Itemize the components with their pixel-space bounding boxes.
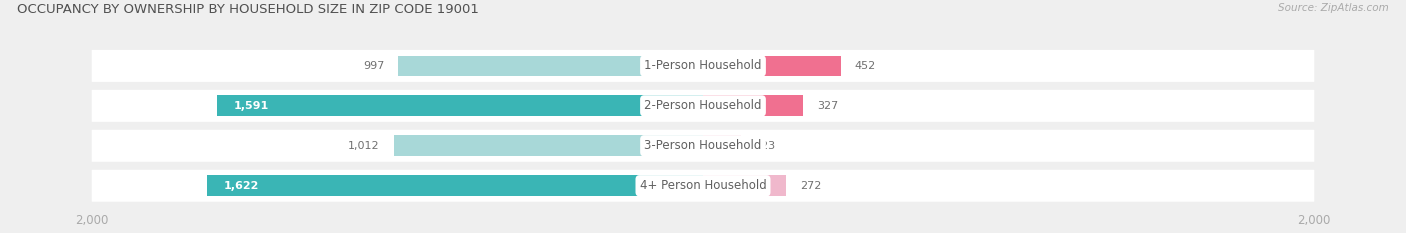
Text: 327: 327: [817, 101, 838, 111]
Text: 1-Person Household: 1-Person Household: [644, 59, 762, 72]
Text: 1,622: 1,622: [224, 181, 260, 191]
Text: 3-Person Household: 3-Person Household: [644, 139, 762, 152]
Text: 2-Person Household: 2-Person Household: [644, 99, 762, 112]
Bar: [394, 135, 703, 156]
Text: Source: ZipAtlas.com: Source: ZipAtlas.com: [1278, 3, 1389, 14]
Bar: [703, 96, 803, 116]
Text: 997: 997: [363, 61, 384, 71]
Text: 1,591: 1,591: [233, 101, 269, 111]
FancyBboxPatch shape: [91, 170, 1315, 202]
Bar: [207, 175, 703, 196]
Bar: [703, 55, 841, 76]
Text: 272: 272: [800, 181, 821, 191]
FancyBboxPatch shape: [91, 50, 1315, 82]
Bar: [703, 175, 786, 196]
Bar: [398, 55, 703, 76]
FancyBboxPatch shape: [91, 130, 1315, 162]
Text: 4+ Person Household: 4+ Person Household: [640, 179, 766, 192]
Text: 1,012: 1,012: [349, 141, 380, 151]
Bar: [217, 96, 703, 116]
FancyBboxPatch shape: [91, 90, 1315, 122]
Text: OCCUPANCY BY OWNERSHIP BY HOUSEHOLD SIZE IN ZIP CODE 19001: OCCUPANCY BY OWNERSHIP BY HOUSEHOLD SIZE…: [17, 3, 479, 17]
Text: 123: 123: [755, 141, 776, 151]
Bar: [703, 135, 741, 156]
Text: 452: 452: [855, 61, 876, 71]
